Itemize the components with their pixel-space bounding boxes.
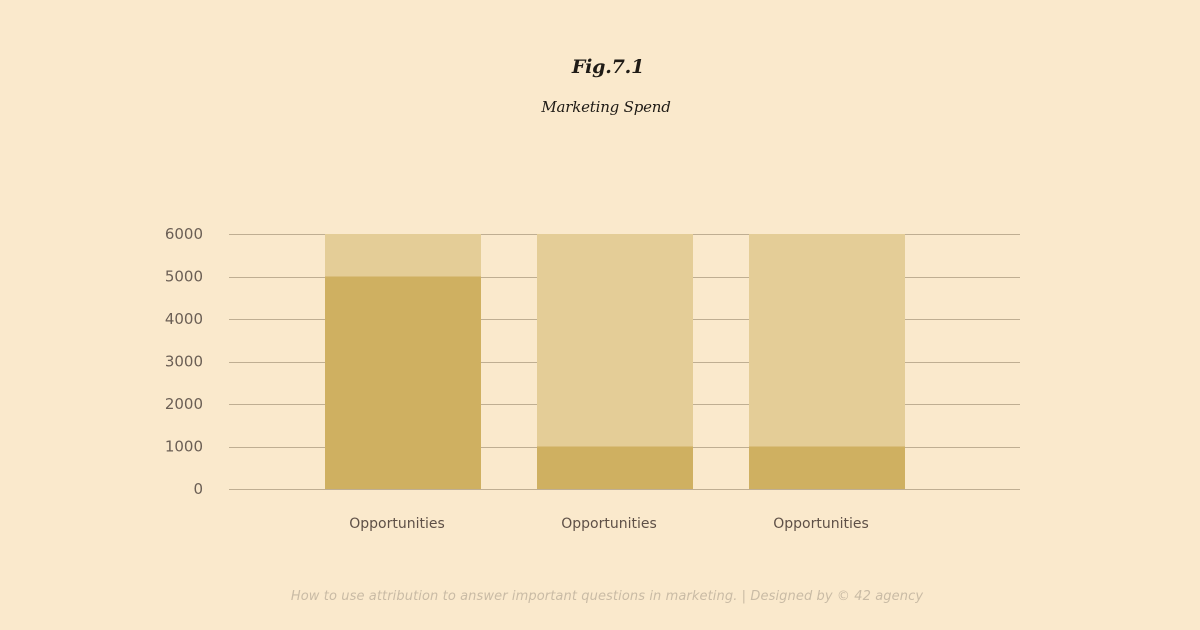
- y-tick-label: 2000: [165, 395, 203, 413]
- y-tick-label: 1000: [165, 438, 203, 456]
- bar-remainder-3: [749, 234, 905, 447]
- figure-label: Fig.7.1: [571, 56, 645, 78]
- bar-remainder-2: [537, 234, 693, 447]
- y-tick-label: 0: [193, 480, 203, 498]
- chart-title: Marketing Spend: [541, 98, 671, 116]
- y-tick-label: 5000: [165, 268, 203, 286]
- bars: [325, 234, 905, 489]
- y-tick-label: 4000: [165, 310, 203, 328]
- x-tick-label: Opportunities: [561, 516, 657, 532]
- x-tick-label: Opportunities: [349, 516, 445, 532]
- x-axis-ticks: Opportunities Opportunities Opportunities: [349, 516, 869, 532]
- y-axis-ticks: 0 1000 2000 3000 4000 5000 6000: [165, 225, 203, 498]
- bar-primary-3: [749, 446, 905, 489]
- bar-remainder-1: [325, 234, 481, 277]
- y-tick-label: 6000: [165, 225, 203, 243]
- bar-primary-1: [325, 276, 481, 489]
- footer-credit: How to use attribution to answer importa…: [290, 589, 924, 604]
- bar-primary-2: [537, 446, 693, 489]
- x-tick-label: Opportunities: [773, 516, 869, 532]
- y-tick-label: 3000: [165, 353, 203, 371]
